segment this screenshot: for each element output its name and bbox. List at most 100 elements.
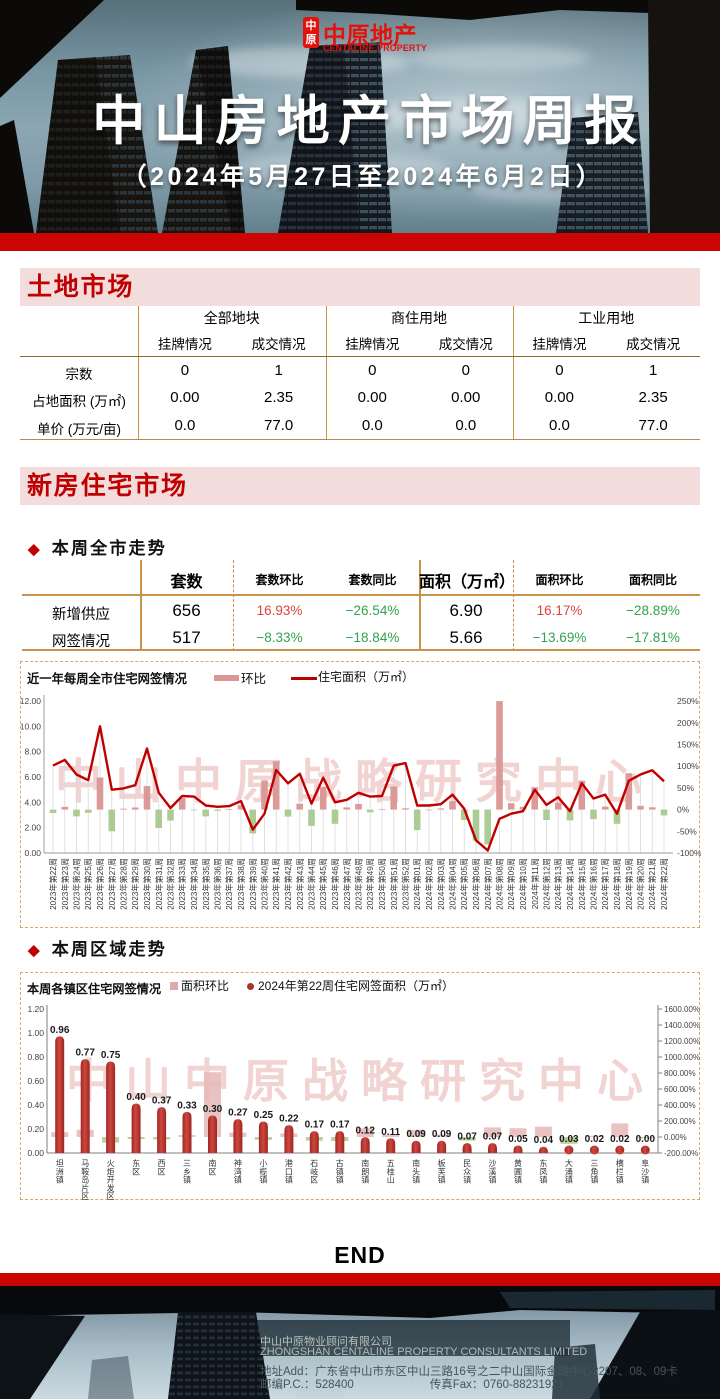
- svg-text:火: 火: [107, 1159, 115, 1168]
- svg-text:三: 三: [590, 1159, 598, 1168]
- svg-text:2023年第23周: 2023年第23周: [60, 858, 70, 910]
- svg-text:阜: 阜: [641, 1158, 649, 1168]
- svg-text:100%: 100%: [677, 761, 699, 771]
- svg-text:镇: 镇: [565, 1175, 573, 1185]
- svg-text:2023年第30周: 2023年第30周: [142, 858, 152, 910]
- svg-text:2023年第47周: 2023年第47周: [342, 858, 352, 910]
- svg-text:民: 民: [463, 1159, 471, 1168]
- svg-text:镇: 镇: [285, 1175, 293, 1185]
- svg-text:港: 港: [285, 1158, 293, 1168]
- svg-text:众: 众: [463, 1167, 471, 1176]
- svg-text:250%: 250%: [677, 696, 699, 706]
- svg-text:镇: 镇: [336, 1166, 344, 1176]
- svg-text:1.20: 1.20: [27, 1004, 44, 1014]
- svg-text:0.00: 0.00: [24, 848, 41, 858]
- svg-text:区: 区: [132, 1167, 140, 1176]
- svg-text:2024年第06周: 2024年第06周: [471, 858, 481, 910]
- svg-text:开: 开: [107, 1176, 115, 1185]
- svg-text:-50%: -50%: [677, 826, 697, 836]
- svg-text:五: 五: [387, 1159, 395, 1168]
- svg-text:0%: 0%: [677, 805, 690, 815]
- svg-text:0.37: 0.37: [152, 1096, 172, 1107]
- svg-text:洲: 洲: [56, 1167, 64, 1176]
- svg-text:600.00%: 600.00%: [664, 1085, 696, 1094]
- svg-text:2024年第03周: 2024年第03周: [436, 858, 446, 910]
- svg-text:2024年第14周: 2024年第14周: [565, 858, 575, 910]
- svg-text:镇: 镇: [234, 1175, 242, 1185]
- svg-text:板: 板: [438, 1158, 446, 1168]
- svg-text:小: 小: [259, 1159, 267, 1168]
- svg-text:2023年第36周: 2023年第36周: [213, 858, 223, 910]
- svg-text:2023年第41周: 2023年第41周: [271, 858, 281, 910]
- svg-text:口: 口: [285, 1167, 293, 1176]
- svg-text:0.40: 0.40: [126, 1092, 146, 1103]
- svg-text:镇: 镇: [438, 1175, 446, 1185]
- svg-text:2023年第38周: 2023年第38周: [236, 858, 246, 910]
- svg-text:2023年第37周: 2023年第37周: [224, 858, 234, 910]
- svg-text:2023年第50周: 2023年第50周: [377, 858, 387, 910]
- svg-text:2024年第16周: 2024年第16周: [589, 858, 599, 910]
- svg-text:桂: 桂: [387, 1166, 395, 1176]
- svg-text:三: 三: [183, 1159, 191, 1168]
- svg-text:2023年第34周: 2023年第34周: [189, 858, 199, 910]
- svg-text:0.60: 0.60: [27, 1076, 44, 1086]
- svg-text:镇: 镇: [361, 1175, 369, 1185]
- svg-text:发: 发: [107, 1183, 115, 1193]
- svg-text:0.05: 0.05: [508, 1134, 528, 1145]
- svg-text:乡: 乡: [183, 1167, 191, 1176]
- svg-text:2023年第43周: 2023年第43周: [295, 858, 305, 910]
- svg-text:神: 神: [234, 1158, 242, 1168]
- svg-text:山: 山: [387, 1175, 395, 1185]
- svg-text:南: 南: [412, 1158, 420, 1168]
- svg-text:镇: 镇: [259, 1175, 267, 1185]
- svg-text:2023年第33周: 2023年第33周: [177, 858, 187, 910]
- svg-text:西: 西: [158, 1159, 166, 1168]
- svg-text:0.25: 0.25: [254, 1110, 274, 1121]
- svg-text:1600.00%: 1600.00%: [664, 1005, 700, 1014]
- svg-text:0.02: 0.02: [585, 1134, 605, 1145]
- svg-text:4.00: 4.00: [24, 797, 41, 807]
- svg-text:岐: 岐: [310, 1166, 318, 1176]
- svg-text:区: 区: [158, 1167, 166, 1176]
- svg-text:2024年第09周: 2024年第09周: [506, 858, 516, 910]
- svg-text:2023年第51周: 2023年第51周: [389, 858, 399, 910]
- svg-text:1000.00%: 1000.00%: [664, 1053, 700, 1062]
- svg-text:2024年第21周: 2024年第21周: [647, 858, 657, 910]
- svg-text:-100%: -100%: [677, 848, 701, 858]
- svg-text:0.12: 0.12: [355, 1126, 375, 1137]
- svg-text:栏: 栏: [616, 1166, 624, 1176]
- svg-text:2024年第17周: 2024年第17周: [600, 858, 610, 910]
- svg-text:马: 马: [81, 1159, 89, 1168]
- svg-text:2023年第25周: 2023年第25周: [83, 858, 93, 910]
- svg-text:2023年第24周: 2023年第24周: [72, 858, 82, 910]
- svg-text:2023年第29周: 2023年第29周: [130, 858, 140, 910]
- svg-text:2024年第08周: 2024年第08周: [495, 858, 505, 910]
- svg-text:2024年第12周: 2024年第12周: [542, 858, 552, 910]
- svg-text:2024年第18周: 2024年第18周: [612, 858, 622, 910]
- svg-text:芙: 芙: [438, 1166, 446, 1176]
- svg-text:区: 区: [81, 1192, 89, 1201]
- svg-text:区: 区: [107, 1192, 115, 1201]
- svg-text:镇: 镇: [336, 1175, 344, 1185]
- svg-text:0.00: 0.00: [27, 1148, 44, 1158]
- svg-text:2024年第13周: 2024年第13周: [553, 858, 563, 910]
- svg-text:50%: 50%: [677, 783, 694, 793]
- svg-text:400.00%: 400.00%: [664, 1101, 696, 1110]
- svg-text:0.09: 0.09: [432, 1129, 452, 1140]
- svg-text:0.30: 0.30: [203, 1104, 223, 1115]
- svg-text:2023年第52周: 2023年第52周: [401, 858, 411, 910]
- svg-text:2024年第02周: 2024年第02周: [424, 858, 434, 910]
- svg-text:片: 片: [81, 1183, 89, 1193]
- svg-text:2023年第35周: 2023年第35周: [201, 858, 211, 910]
- svg-text:2023年第22周: 2023年第22周: [48, 858, 58, 910]
- svg-text:2024年第04周: 2024年第04周: [448, 858, 458, 910]
- svg-text:0.75: 0.75: [101, 1050, 121, 1061]
- svg-text:沙: 沙: [641, 1167, 649, 1176]
- svg-text:2023年第44周: 2023年第44周: [307, 858, 317, 910]
- svg-text:0.17: 0.17: [305, 1120, 325, 1131]
- svg-text:大: 大: [565, 1158, 573, 1168]
- svg-text:炬: 炬: [107, 1166, 115, 1176]
- svg-text:0.33: 0.33: [177, 1100, 197, 1111]
- svg-text:黄: 黄: [514, 1158, 522, 1168]
- svg-text:2024年第10周: 2024年第10周: [518, 858, 528, 910]
